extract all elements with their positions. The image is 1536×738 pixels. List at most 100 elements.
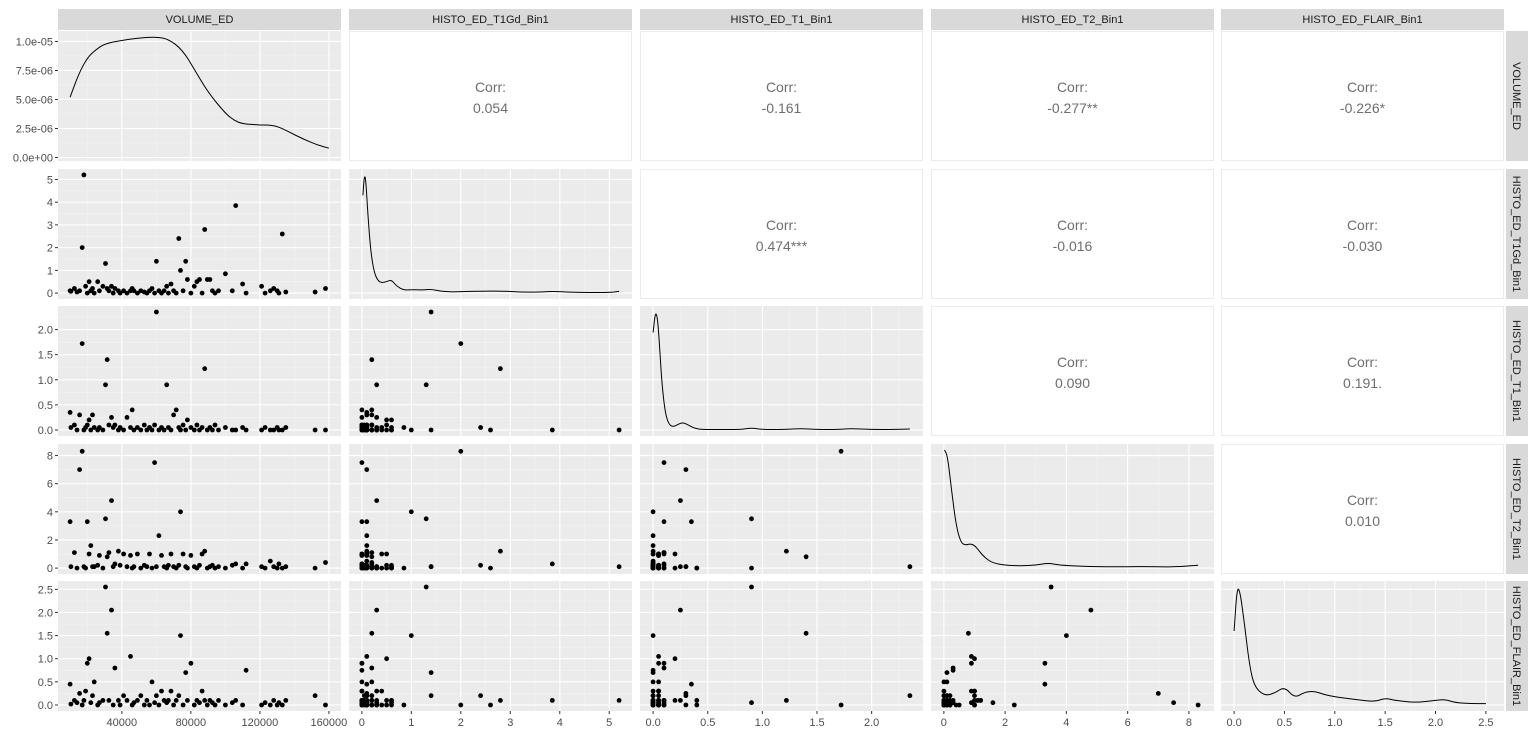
scatter-point (359, 551, 365, 557)
scatter-point (147, 702, 152, 708)
scatter-point (81, 172, 87, 178)
scatter-point (262, 700, 268, 706)
scatter-point (274, 565, 280, 571)
scatter-point (944, 698, 950, 703)
scatter-point (216, 564, 221, 570)
scatter-point (374, 607, 380, 613)
x-tick-label: 0 (359, 717, 365, 729)
scatter-point (950, 667, 956, 673)
strip-background (1506, 306, 1528, 436)
scatter-point (656, 693, 661, 699)
scatter-point (216, 698, 221, 703)
scatter-point (478, 562, 483, 568)
scatter-point (154, 564, 159, 570)
scatter-point (389, 702, 394, 708)
scatter-point (103, 261, 108, 266)
scatter-point (229, 288, 235, 294)
corr-panel-background (349, 31, 632, 161)
scatter-point (86, 656, 92, 662)
scatter-point (152, 422, 158, 428)
corr-value: -0.226* (1340, 100, 1386, 116)
scatter-point (199, 425, 205, 430)
scatter-point (77, 691, 82, 696)
panel-background (58, 306, 341, 436)
scatter-point (966, 630, 971, 636)
scatter-point (323, 286, 328, 291)
strip-background (931, 9, 1214, 30)
scatter-point (199, 688, 205, 694)
scatter-point (156, 533, 162, 539)
scatter-point (972, 688, 977, 694)
scatter-point (106, 550, 112, 555)
scatter-point (88, 427, 94, 433)
scatter-point (171, 702, 177, 708)
scatter-point (683, 467, 689, 472)
y-tick-label: 2.0 (38, 607, 53, 619)
scatter-point (549, 698, 555, 703)
scatter-point (972, 702, 977, 708)
panel-r3-c3 (931, 444, 1214, 574)
y-tick-label: 1.0 (38, 654, 53, 666)
scatter-point (672, 656, 678, 662)
scatter-point (79, 245, 85, 251)
scatter-point (262, 565, 268, 571)
scatter-point (188, 553, 194, 558)
scatter-point (279, 231, 285, 237)
x-tick-label: 5 (606, 717, 612, 729)
x-tick-label: 2 (1002, 717, 1008, 729)
scatter-point (379, 551, 385, 557)
scatter-point (549, 427, 555, 433)
scatter-point (166, 290, 171, 296)
scatter-point (661, 519, 667, 525)
scatter-point (83, 565, 88, 571)
scatter-point (106, 698, 112, 703)
strip-label: VOLUME_ED (1510, 62, 1522, 130)
scatter-point (749, 565, 754, 571)
scatter-point (207, 277, 213, 282)
scatter-point (141, 422, 147, 428)
scatter-point (152, 700, 158, 706)
scatter-point (369, 427, 375, 433)
scatter-point (210, 427, 215, 433)
scatter-point (656, 551, 661, 557)
y-tick-label: 6 (47, 479, 53, 491)
scatter-point (149, 286, 155, 291)
scatter-point (223, 565, 228, 571)
row-strip-histo-ed-t2-bin1: HISTO_ED_T2_Bin1 (1506, 444, 1528, 574)
scatter-point (323, 427, 328, 433)
scatter-point (173, 698, 179, 703)
scatter-point (178, 509, 183, 515)
scatter-point (369, 702, 375, 708)
scatter-point (423, 382, 429, 388)
scatter-point (100, 283, 106, 289)
scatter-point (271, 698, 277, 703)
corr-label: Corr: (1057, 354, 1088, 370)
scatter-point (678, 564, 683, 570)
panel-r2-c2 (640, 306, 923, 436)
corr-label: Corr: (1347, 354, 1378, 370)
y-tick-label: 7.5e-06 (16, 65, 53, 77)
scatter-point (188, 660, 194, 666)
scatter-point (364, 543, 370, 548)
scatter-point (229, 700, 235, 706)
scatter-point (183, 258, 189, 264)
scatter-point (312, 693, 318, 699)
corr-panel-background (931, 306, 1214, 436)
scatter-point (212, 290, 218, 296)
scatter-point (88, 543, 94, 548)
y-tick-label: 0.5 (38, 677, 53, 689)
scatter-point (240, 702, 246, 708)
scatter-point (661, 565, 667, 571)
scatter-point (384, 417, 389, 423)
panel-background (640, 581, 923, 711)
x-tick-label: 2.0 (864, 717, 879, 729)
scatter-point (159, 553, 164, 558)
scatter-point (364, 533, 370, 539)
scatter-point (104, 554, 110, 560)
y-tick-label: 2 (47, 243, 53, 255)
scatter-point (276, 561, 282, 567)
scatter-point (1011, 702, 1017, 708)
corr-value: 0.191. (1343, 375, 1382, 391)
scatter-point (109, 283, 114, 289)
panel-r4-c1 (349, 581, 632, 711)
